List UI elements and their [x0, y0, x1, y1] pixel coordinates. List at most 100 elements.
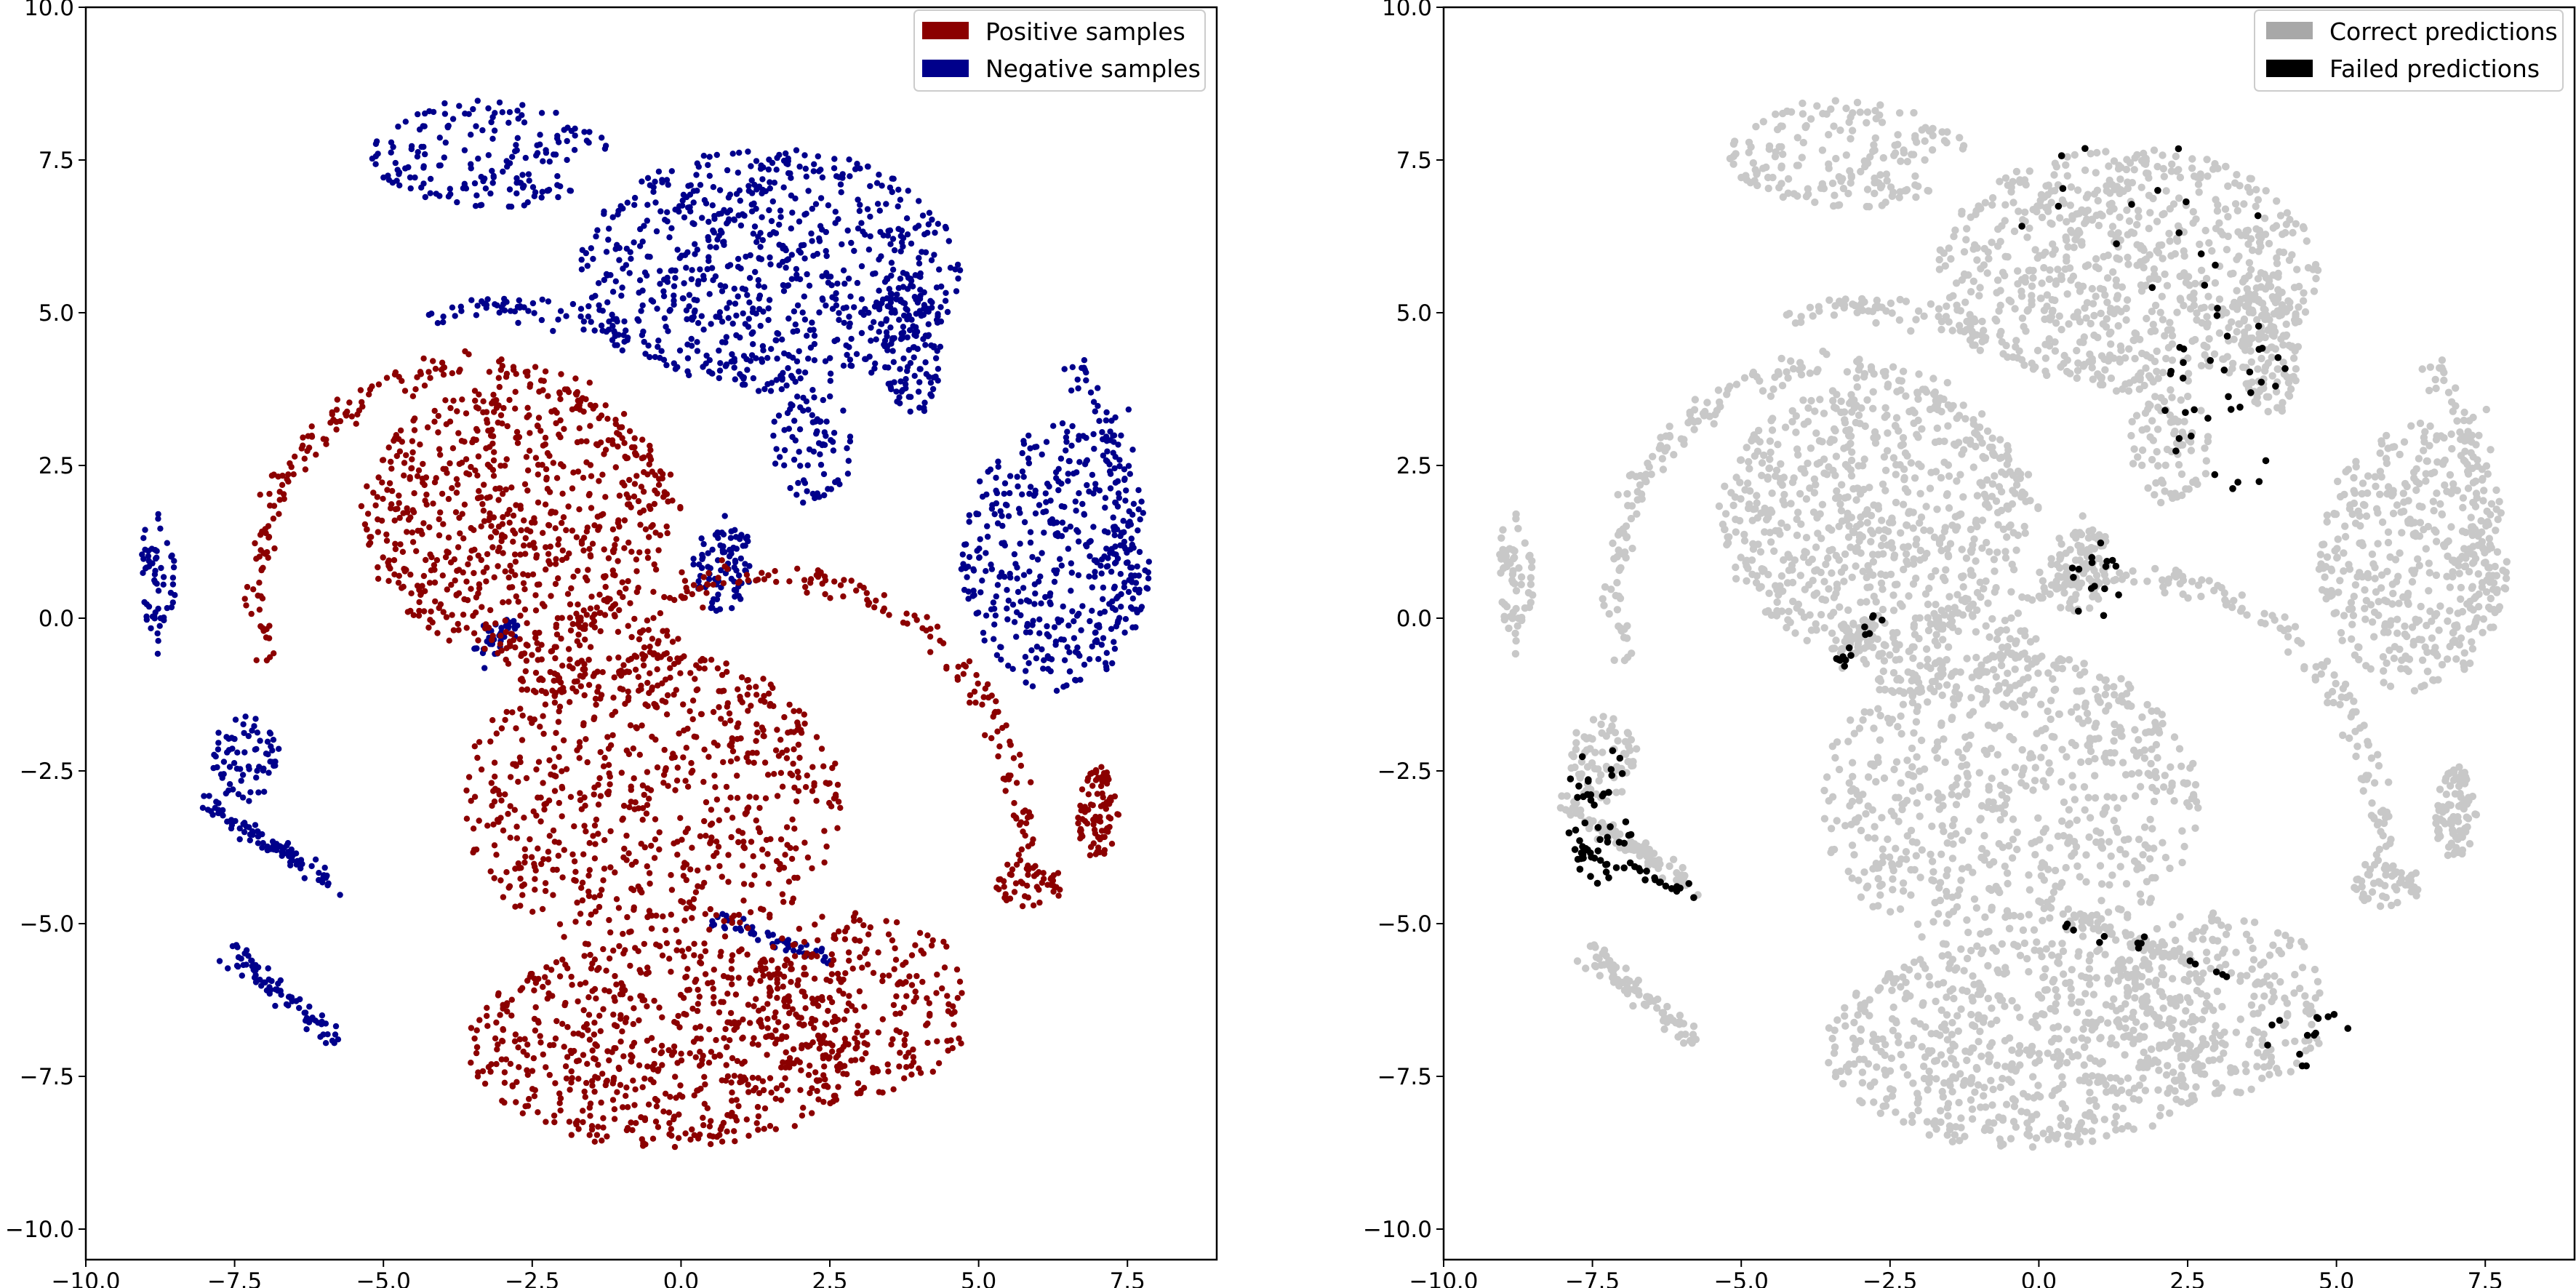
- positive-sample-point: [617, 1039, 624, 1045]
- positive-sample-point: [639, 436, 646, 443]
- negative-sample-point: [612, 246, 619, 252]
- positive-sample-point: [416, 599, 423, 606]
- positive-sample-point: [590, 833, 596, 839]
- positive-sample-point: [631, 1005, 637, 1012]
- positive-sample-point: [528, 854, 535, 860]
- negative-sample-point: [801, 152, 808, 159]
- positive-sample-point: [838, 1047, 845, 1053]
- negative-sample-point: [716, 187, 724, 193]
- negative-sample-point: [700, 273, 707, 279]
- positive-sample-point: [455, 620, 461, 628]
- negative-sample-point: [854, 161, 860, 167]
- positive-sample-point: [632, 666, 639, 673]
- positive-sample-point: [571, 679, 578, 685]
- positive-sample-point: [601, 987, 608, 993]
- negative-sample-point: [225, 965, 231, 972]
- positive-sample-point: [518, 652, 524, 660]
- negative-sample-point: [470, 105, 476, 113]
- negative-sample-point: [980, 629, 987, 636]
- positive-sample-point: [687, 866, 694, 873]
- positive-sample-point: [556, 1090, 563, 1097]
- positive-sample-point: [834, 781, 841, 788]
- negative-sample-point: [140, 569, 146, 576]
- positive-sample-point: [468, 463, 474, 471]
- negative-sample-point: [804, 271, 810, 278]
- positive-sample-point: [689, 1005, 696, 1012]
- positive-sample-point: [521, 481, 529, 487]
- negative-sample-point: [259, 844, 265, 851]
- positive-sample-point: [583, 736, 589, 743]
- positive-sample-point: [1050, 882, 1057, 889]
- positive-sample-point: [888, 1041, 895, 1048]
- positive-sample-point: [388, 458, 394, 465]
- positive-sample-point: [521, 586, 528, 593]
- positive-sample-point: [636, 549, 643, 556]
- positive-sample-point: [756, 1018, 762, 1025]
- positive-sample-point: [620, 854, 627, 861]
- positive-sample-point: [553, 644, 559, 650]
- positive-sample-point: [692, 1054, 699, 1060]
- positive-sample-point: [513, 1099, 519, 1105]
- negative-sample-point: [834, 477, 841, 484]
- positive-sample-point: [530, 687, 537, 694]
- negative-sample-point: [1055, 619, 1062, 625]
- negative-sample-point: [697, 266, 703, 273]
- negative-sample-point: [240, 721, 247, 728]
- positive-sample-point: [676, 730, 682, 737]
- positive-sample-point: [748, 839, 755, 845]
- negative-sample-point: [257, 976, 263, 983]
- positive-sample-point: [476, 1017, 483, 1023]
- positive-sample-point: [1087, 852, 1094, 859]
- negative-sample-point: [405, 164, 412, 171]
- positive-sample-point: [779, 749, 785, 756]
- negative-sample-point: [171, 558, 177, 564]
- positive-sample-point: [600, 763, 607, 769]
- positive-sample-point: [769, 943, 777, 951]
- negative-sample-point: [1116, 495, 1123, 501]
- positive-sample-point: [407, 476, 413, 482]
- positive-sample-point: [600, 1115, 607, 1121]
- positive-sample-point: [415, 467, 423, 473]
- negative-sample-point: [1027, 539, 1034, 546]
- positive-sample-point: [1025, 843, 1032, 849]
- negative-sample-point: [660, 356, 668, 363]
- positive-sample-point: [383, 531, 390, 538]
- positive-sample-point: [861, 1040, 868, 1047]
- positive-sample-point: [1019, 880, 1026, 887]
- negative-sample-point: [757, 244, 764, 250]
- positive-sample-point: [250, 586, 257, 593]
- negative-sample-point: [876, 256, 882, 263]
- negative-sample-point: [821, 492, 828, 499]
- negative-sample-point: [1102, 495, 1109, 501]
- negative-sample-point: [881, 279, 889, 285]
- positive-sample-point: [673, 687, 679, 693]
- negative-sample-point: [897, 296, 904, 303]
- negative-sample-point: [1068, 442, 1075, 449]
- positive-sample-point: [538, 641, 545, 648]
- positive-sample-point: [783, 1033, 790, 1041]
- negative-sample-point: [1057, 556, 1063, 562]
- positive-sample-point: [468, 585, 474, 592]
- positive-sample-point: [739, 863, 746, 869]
- positive-sample-point: [587, 605, 594, 612]
- positive-sample-point: [455, 544, 462, 551]
- positive-sample-point: [451, 556, 457, 563]
- positive-sample-point: [505, 574, 512, 581]
- negative-sample-point: [1093, 637, 1100, 644]
- positive-sample-point: [724, 807, 730, 813]
- negative-sample-point: [308, 863, 315, 870]
- positive-sample-point: [912, 988, 919, 995]
- negative-sample-point: [1111, 639, 1117, 645]
- positive-sample-point: [679, 836, 685, 843]
- positive-sample-point: [823, 1040, 829, 1047]
- negative-sample-point: [744, 533, 751, 540]
- positive-sample-point: [803, 1041, 809, 1048]
- positive-sample-point: [623, 1092, 629, 1100]
- positive-sample-point: [644, 801, 651, 809]
- negative-sample-point: [679, 197, 686, 204]
- positive-sample-point: [537, 1039, 544, 1046]
- positive-sample-point: [620, 479, 626, 486]
- positive-sample-point: [546, 757, 553, 764]
- negative-sample-point: [796, 218, 803, 225]
- positive-sample-point: [475, 552, 481, 559]
